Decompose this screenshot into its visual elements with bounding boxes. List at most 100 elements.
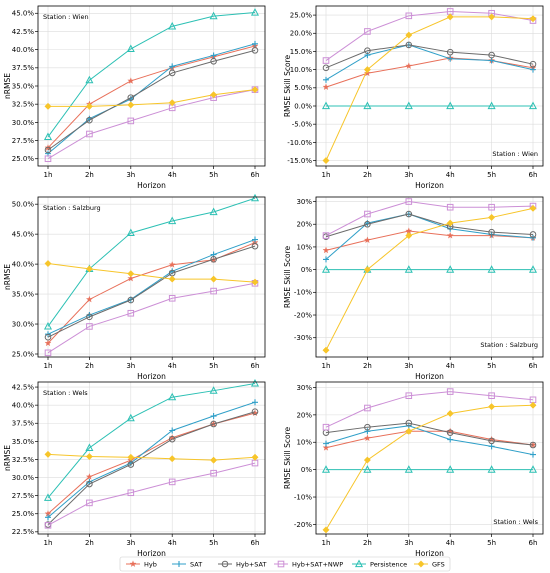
series-line-hyb-sat <box>47 411 256 525</box>
series-line-persistence <box>47 382 256 499</box>
data-point-hyb-sat <box>127 296 135 304</box>
data-point-persistence <box>404 265 413 273</box>
plot-frame <box>315 381 544 535</box>
data-point-persistence <box>321 265 331 273</box>
data-point-gfs <box>322 526 330 534</box>
data-point-hyb-sat-nwp <box>446 388 454 395</box>
series-line-hyb-sat-nwp <box>325 391 534 428</box>
legend-label: Hyb <box>144 560 157 568</box>
data-point-hyb-sat <box>168 69 176 77</box>
x-tick-label: 5h <box>487 539 496 547</box>
legend-marker <box>277 560 285 568</box>
chart-panel-3: 25.0% 30.0% 35.0% 40.0% 45.0% 50.0% 1h 2h 3h 4h 5h… <box>3 193 266 381</box>
series-hyb <box>322 54 537 91</box>
data-point-hyb-sat <box>127 94 135 101</box>
y-tick-label: 10% <box>296 439 312 447</box>
y-tick-label: 5.0% <box>294 84 312 92</box>
series-line-hyb-sat-nwp <box>325 201 534 237</box>
x-tick-label: 3h <box>126 539 135 547</box>
data-point-hyb-sat <box>44 333 52 341</box>
data-point-sat <box>252 236 258 243</box>
y-tick-label: 30.0% <box>12 119 35 127</box>
y-tick-label: 0% <box>301 266 312 274</box>
data-point-gfs <box>168 455 176 463</box>
x-tick-label: 5h <box>487 171 496 179</box>
series-line-hyb <box>47 412 256 515</box>
data-point-sat <box>210 413 217 420</box>
x-tick-label: 6h <box>251 539 260 547</box>
legend-label: GFS <box>432 560 445 568</box>
x-tick-label: 6h <box>251 171 260 179</box>
series-sat <box>323 422 536 458</box>
series-hyb-sat-nwp <box>322 388 537 431</box>
data-point-hyb-sat <box>405 41 413 49</box>
data-point-persistence <box>126 228 135 237</box>
x-tick-label: 4h <box>168 171 177 179</box>
legend-label: Persistence <box>370 560 407 568</box>
series-sat <box>45 399 258 521</box>
data-point-hyb-sat <box>529 231 537 238</box>
series-line-sat <box>47 239 256 335</box>
data-point-hyb-sat <box>529 60 537 68</box>
x-axis-label: Horizon <box>137 549 166 558</box>
x-tick-label: 4h <box>446 171 455 179</box>
data-point-gfs <box>168 99 176 107</box>
data-point-hyb-sat <box>127 461 135 468</box>
data-point-hyb <box>127 77 135 84</box>
x-tick-label: 4h <box>446 539 455 547</box>
series-persistence <box>43 8 260 141</box>
data-point-gfs <box>446 409 454 418</box>
data-point-gfs <box>210 275 218 283</box>
x-tick-label: 1h <box>322 171 331 179</box>
x-tick-label: 4h <box>168 539 177 547</box>
data-point-hyb-sat-nwp <box>210 287 217 295</box>
series-line-hyb-sat <box>325 44 534 69</box>
data-point-gfs <box>251 86 259 94</box>
data-point-persistence <box>168 21 177 30</box>
data-point-hyb-sat-nwp <box>44 155 52 163</box>
x-tick-label: 3h <box>404 362 413 370</box>
data-point-sat <box>530 234 536 241</box>
x-tick-label: 4h <box>446 362 455 370</box>
x-tick-label: 2h <box>363 171 372 179</box>
y-tick-label: -5.0% <box>292 121 313 129</box>
data-point-hyb-sat <box>446 48 454 56</box>
series-line-hyb <box>47 45 256 149</box>
series-line-hyb-sat-nwp <box>47 282 256 354</box>
data-point-persistence <box>446 265 455 273</box>
y-tick-label: 32.5% <box>12 456 35 464</box>
series-line-hyb <box>325 430 534 449</box>
x-tick-label: 6h <box>529 171 538 179</box>
data-point-sat <box>252 40 258 47</box>
data-point-hyb-sat <box>446 429 454 436</box>
data-point-gfs <box>488 213 496 221</box>
y-tick-label: 25.0% <box>290 11 313 19</box>
data-point-gfs <box>127 453 135 461</box>
series-line-hyb <box>325 230 534 251</box>
x-axis-label: Horizon <box>137 372 166 381</box>
data-point-gfs <box>168 275 176 283</box>
series-line-sat <box>47 401 256 518</box>
data-point-sat <box>447 436 454 443</box>
series-line-gfs <box>47 453 256 461</box>
data-point-hyb-sat <box>488 437 495 445</box>
data-point-hyb-sat <box>251 242 259 250</box>
y-axis-label: RMSE Skill Score <box>283 54 292 117</box>
data-point-hyb-sat <box>529 441 537 449</box>
y-tick-label: -20% <box>294 311 312 319</box>
series-hyb-sat-nwp <box>44 279 259 357</box>
data-point-persistence <box>85 443 94 451</box>
series-gfs <box>322 13 537 165</box>
data-point-gfs <box>251 453 259 461</box>
plot-frame <box>37 196 266 358</box>
series-gfs <box>322 204 537 354</box>
data-point-hyb-sat-nwp <box>446 203 454 211</box>
data-point-sat <box>530 451 536 458</box>
y-tick-label: 42.5% <box>12 383 35 391</box>
y-tick-label: 30.0% <box>12 474 35 482</box>
series-hyb-sat-nwp <box>44 459 259 529</box>
data-point-hyb-sat-nwp <box>405 392 413 399</box>
data-point-hyb <box>85 295 93 303</box>
data-point-gfs <box>488 403 496 411</box>
data-point-sat <box>169 427 176 434</box>
